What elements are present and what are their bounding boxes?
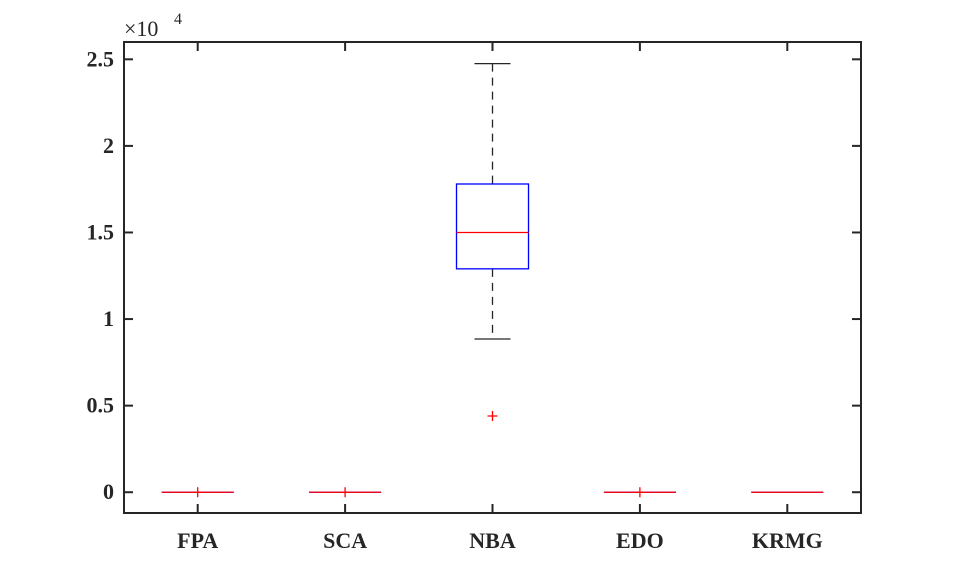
box-group-fpa xyxy=(161,487,234,498)
plot-area xyxy=(161,62,824,498)
outlier-point xyxy=(192,487,203,498)
y-tick-label: 2 xyxy=(103,133,114,158)
outlier-point xyxy=(487,411,498,422)
y-tick-label: 0.5 xyxy=(87,393,115,418)
box-group-nba xyxy=(455,62,530,422)
y-tick-label: 1.5 xyxy=(87,219,115,244)
iqr-box xyxy=(455,183,530,270)
outlier-point xyxy=(340,487,351,498)
y-exponent-power: 4 xyxy=(174,11,182,28)
x-tick-label: NBA xyxy=(469,528,516,553)
y-exponent-label: ×10 xyxy=(124,16,158,41)
box-group-sca xyxy=(309,487,382,498)
y-tick-label: 2.5 xyxy=(87,46,115,71)
box-group-edo xyxy=(603,487,676,498)
x-tick-label: SCA xyxy=(323,528,367,553)
x-tick-label: KRMG xyxy=(752,528,823,553)
outlier-point xyxy=(634,487,645,498)
axes: 0 0.5 1 1.5 2 2.5 FPA SCA NBA EDO KRMG xyxy=(87,41,862,553)
x-tick-label: FPA xyxy=(177,528,218,553)
y-tick-label: 0 xyxy=(103,479,114,504)
x-tick-label: EDO xyxy=(616,528,664,553)
y-tick-label: 1 xyxy=(103,306,114,331)
